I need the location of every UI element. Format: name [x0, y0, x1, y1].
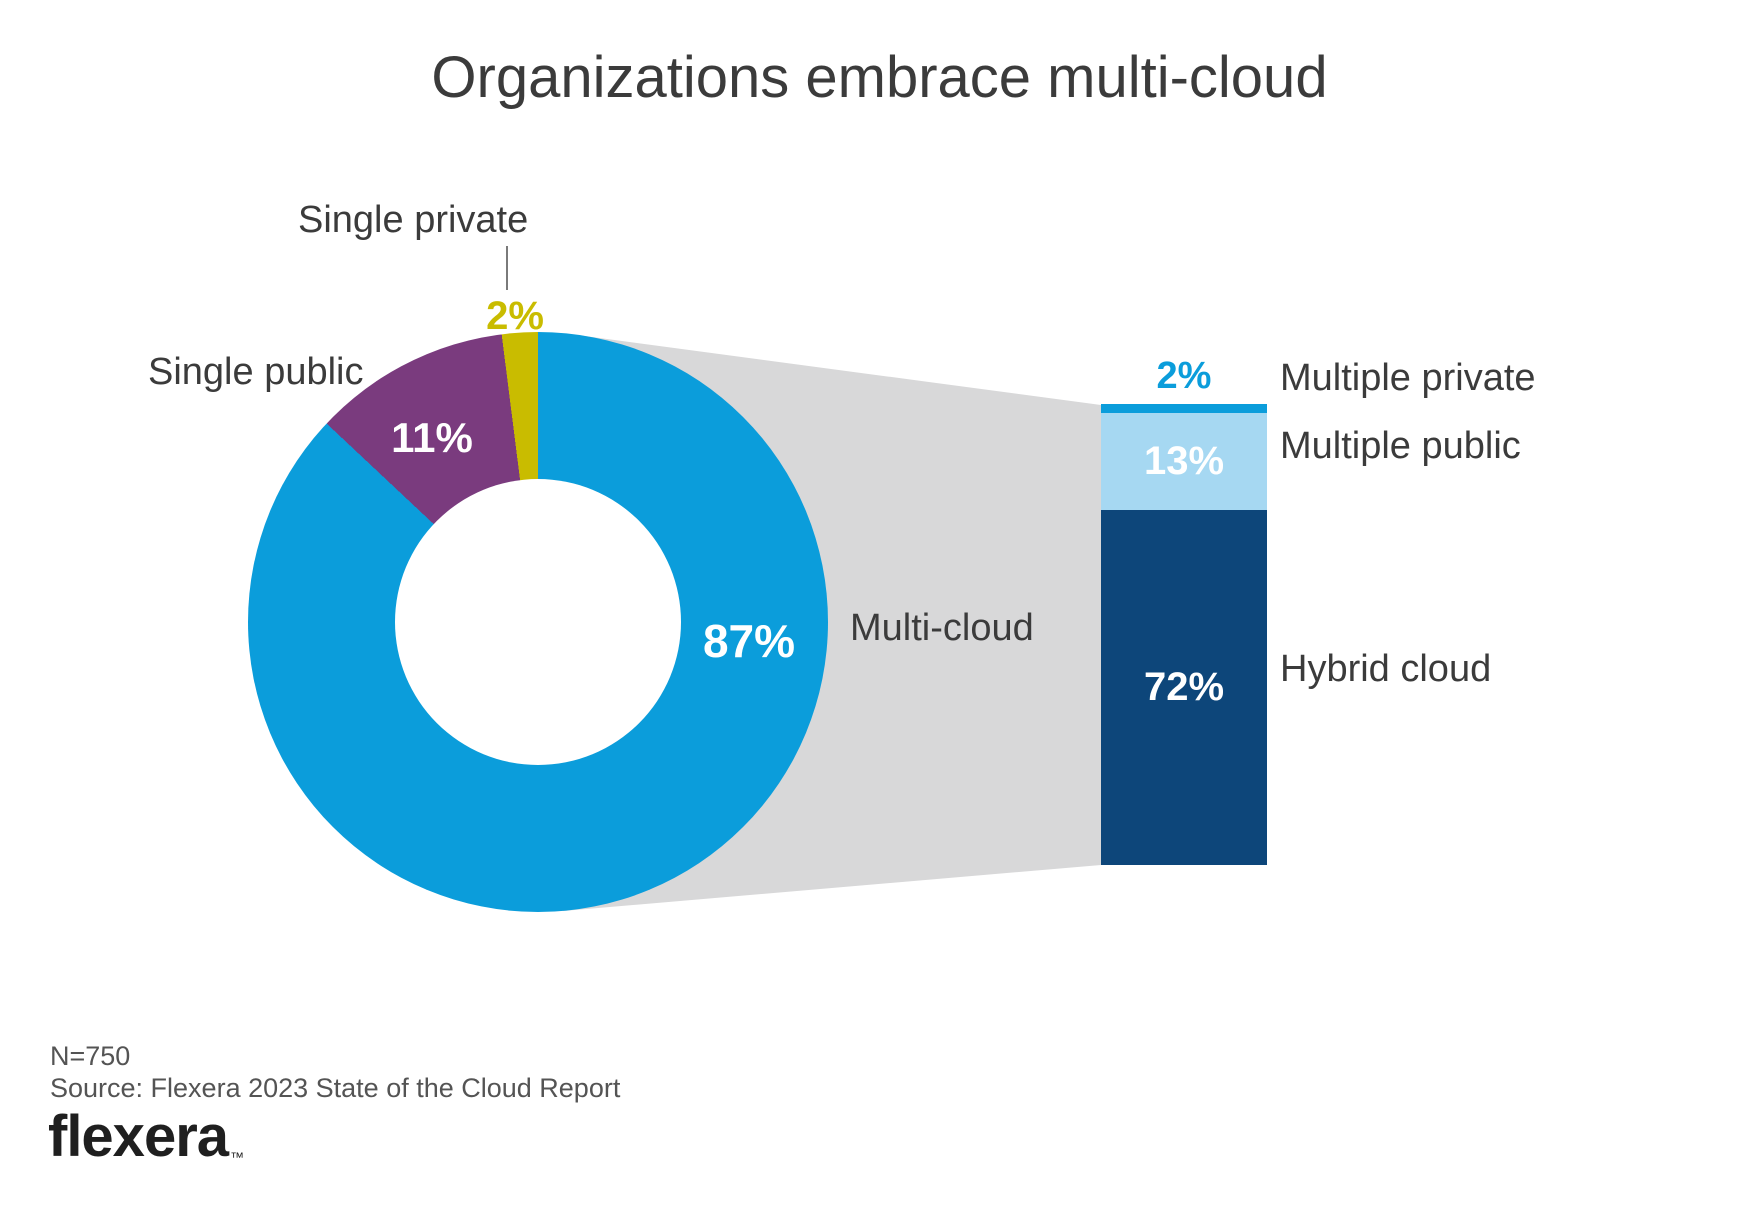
- label-single-public: Single public: [148, 351, 364, 393]
- bar-segment: [1101, 404, 1267, 413]
- value-multi-cloud: 87%: [702, 615, 796, 667]
- donut-hole: [395, 479, 681, 765]
- value-single-private: 2%: [486, 294, 544, 338]
- trademark-symbol: ™: [230, 1149, 244, 1165]
- flexera-logo: flexera ™: [48, 1103, 244, 1170]
- stacked-bar: 13% 72%: [1101, 404, 1267, 866]
- label-single-private: Single private: [298, 199, 529, 241]
- source-note: Source: Flexera 2023 State of the Cloud …: [50, 1073, 621, 1103]
- chart-title: Organizations embrace multi-cloud: [431, 45, 1328, 110]
- label-multi-cloud: Multi-cloud: [850, 607, 1034, 649]
- bar-segment: 13%: [1101, 412, 1267, 510]
- flexera-logo-text: flexera: [48, 1104, 229, 1169]
- label-multiple-public: Multiple public: [1280, 425, 1521, 467]
- sample-size-note: N=750: [50, 1041, 131, 1071]
- value-single-public: 11%: [391, 414, 473, 461]
- value-hybrid-cloud: 72%: [1143, 665, 1225, 710]
- label-hybrid-cloud: Hybrid cloud: [1280, 648, 1492, 690]
- value-multiple-private: 2%: [1156, 355, 1212, 397]
- single-private-tick-line: [506, 246, 508, 290]
- label-multiple-private: Multiple private: [1280, 357, 1536, 399]
- bar-segment: 72%: [1101, 509, 1267, 866]
- value-multiple-public: 13%: [1143, 439, 1225, 484]
